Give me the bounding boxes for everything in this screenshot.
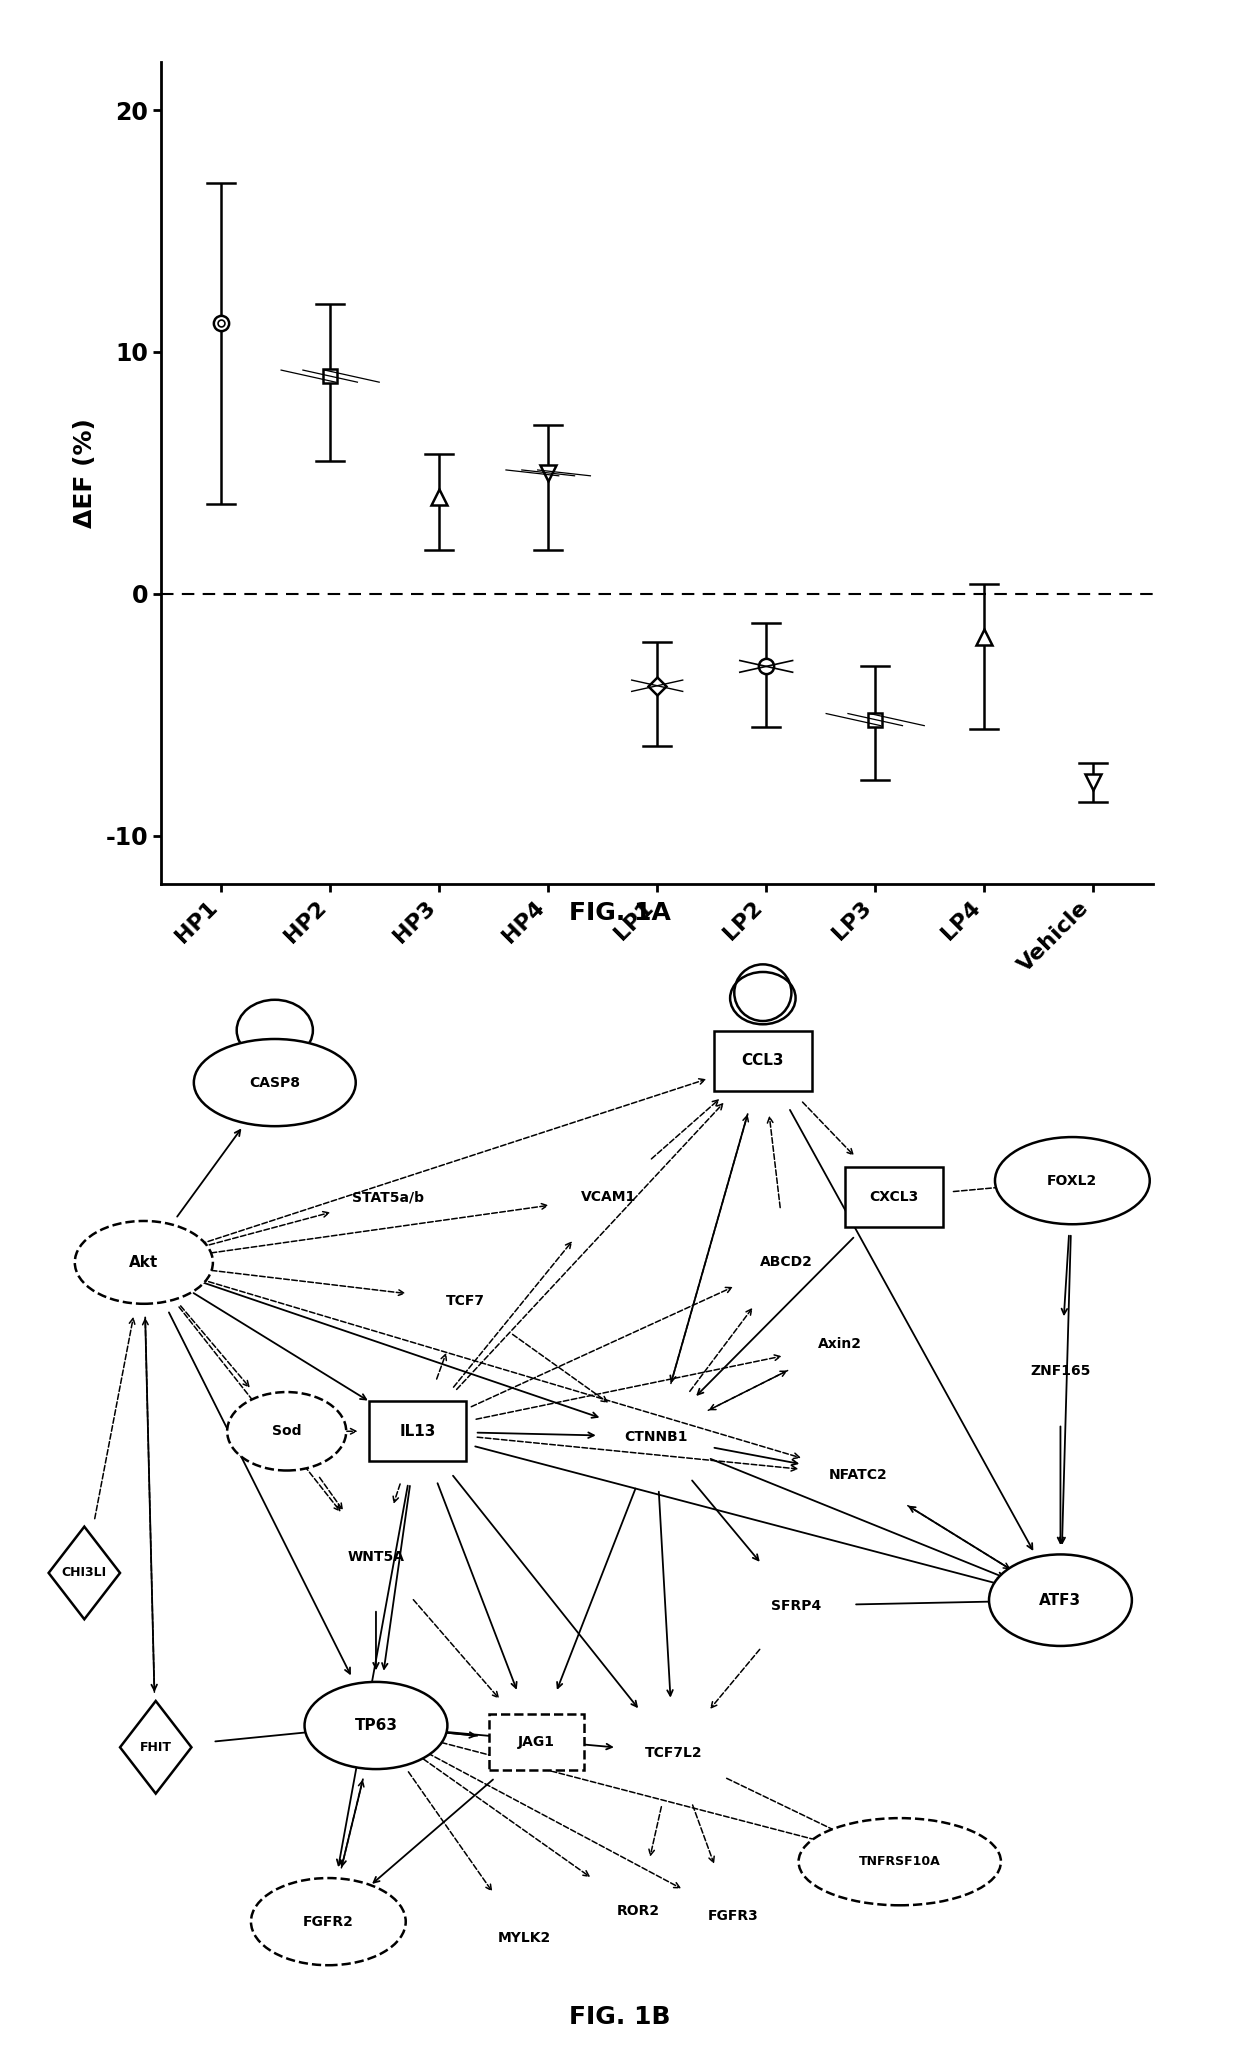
Text: TNFRSF10A: TNFRSF10A	[859, 1855, 941, 1869]
Text: ABCD2: ABCD2	[760, 1256, 813, 1269]
Bar	[368, 1402, 466, 1462]
Bar	[844, 1168, 942, 1227]
Text: FOXL2: FOXL2	[1048, 1174, 1097, 1188]
Text: MYLK2: MYLK2	[498, 1931, 552, 1945]
Text: FGFR2: FGFR2	[303, 1914, 353, 1929]
Text: FIG. 1B: FIG. 1B	[569, 2005, 671, 2029]
Text: TCF7L2: TCF7L2	[645, 1746, 702, 1760]
Text: CXCL3: CXCL3	[869, 1190, 919, 1205]
Ellipse shape	[193, 1038, 356, 1127]
Text: CCL3: CCL3	[742, 1053, 784, 1069]
Text: WNT5A: WNT5A	[347, 1550, 404, 1565]
Polygon shape	[48, 1528, 120, 1620]
Y-axis label: ΔEF (%): ΔEF (%)	[73, 417, 97, 528]
Ellipse shape	[799, 1818, 1001, 1906]
Text: ZNF165: ZNF165	[1030, 1365, 1091, 1378]
Text: Sod: Sod	[272, 1425, 301, 1439]
Ellipse shape	[250, 1877, 405, 1966]
Text: Axin2: Axin2	[818, 1336, 862, 1351]
Text: NFATC2: NFATC2	[828, 1468, 888, 1482]
Polygon shape	[120, 1700, 191, 1793]
Text: FIG. 1A: FIG. 1A	[569, 901, 671, 925]
Ellipse shape	[74, 1221, 213, 1304]
Text: IL13: IL13	[399, 1425, 435, 1439]
Text: FHIT: FHIT	[140, 1741, 172, 1754]
Text: CHI3LI: CHI3LI	[62, 1567, 107, 1579]
Ellipse shape	[227, 1392, 346, 1470]
Text: FGFR3: FGFR3	[708, 1910, 759, 1922]
Text: ROR2: ROR2	[616, 1904, 660, 1918]
Text: TP63: TP63	[355, 1719, 398, 1733]
Text: CTNNB1: CTNNB1	[624, 1429, 687, 1443]
Text: VCAM1: VCAM1	[580, 1190, 636, 1205]
Text: Akt: Akt	[129, 1254, 159, 1271]
Text: CASP8: CASP8	[249, 1075, 300, 1090]
Ellipse shape	[305, 1682, 448, 1768]
Text: STAT5a/b: STAT5a/b	[352, 1190, 424, 1205]
Bar	[489, 1713, 584, 1770]
Text: TCF7: TCF7	[445, 1293, 485, 1308]
Text: ATF3: ATF3	[1039, 1593, 1081, 1608]
Text: JAG1: JAG1	[518, 1735, 556, 1750]
Bar	[714, 1030, 812, 1092]
Text: SFRP4: SFRP4	[771, 1600, 821, 1612]
Ellipse shape	[990, 1554, 1132, 1647]
Ellipse shape	[994, 1137, 1149, 1223]
